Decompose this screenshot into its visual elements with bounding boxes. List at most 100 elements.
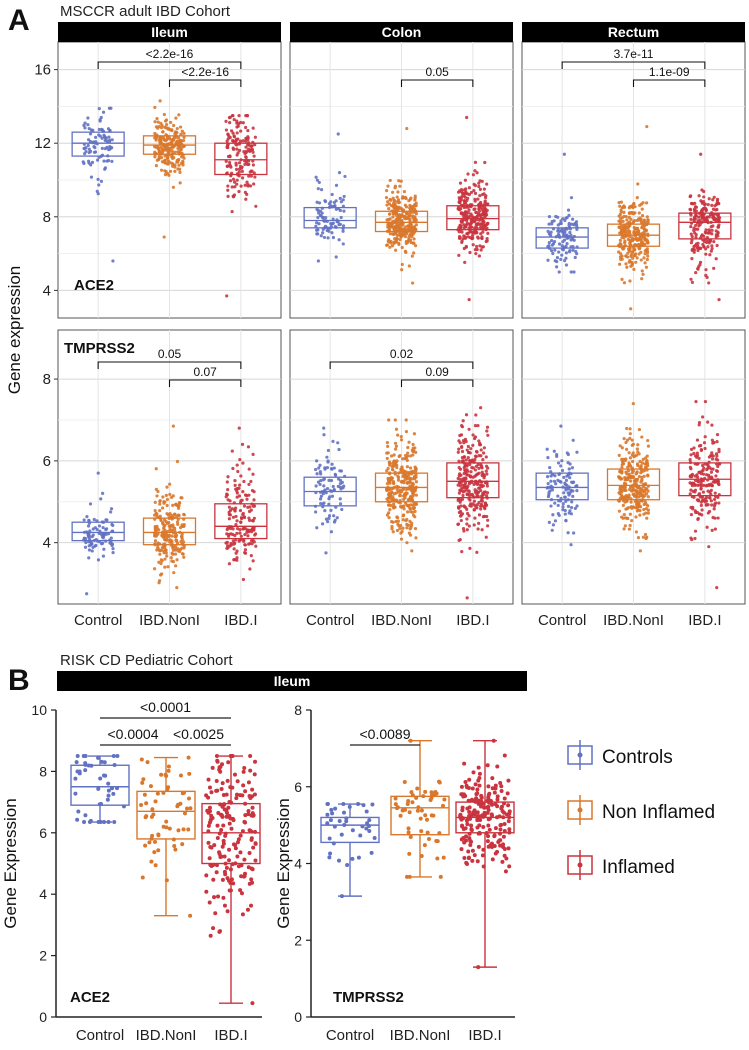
- data-point: [628, 512, 632, 516]
- data-point: [421, 794, 426, 799]
- data-point: [699, 448, 704, 452]
- data-point: [483, 195, 488, 200]
- data-point: [398, 488, 403, 492]
- data-point: [557, 270, 561, 274]
- data-point: [568, 509, 572, 513]
- data-point: [480, 528, 484, 532]
- data-point: [153, 509, 157, 513]
- data-point: [148, 784, 153, 789]
- data-point: [413, 227, 417, 231]
- data-point: [160, 506, 165, 510]
- data-point: [457, 459, 461, 463]
- data-point: [459, 837, 464, 842]
- data-point: [566, 452, 570, 457]
- data-point: [478, 244, 482, 248]
- data-point: [468, 214, 472, 219]
- data-point: [477, 521, 481, 525]
- data-point: [397, 205, 401, 209]
- data-point: [235, 119, 239, 123]
- data-point: [471, 810, 476, 815]
- data-point: [246, 812, 251, 817]
- data-point: [710, 232, 714, 236]
- data-point: [101, 526, 105, 530]
- data-point: [325, 465, 330, 470]
- data-point: [642, 219, 646, 223]
- data-point: [231, 131, 235, 135]
- data-point: [632, 479, 636, 483]
- data-point: [465, 507, 469, 511]
- data-point: [87, 518, 91, 522]
- data-point: [83, 545, 88, 549]
- data-point: [152, 850, 157, 855]
- data-point: [631, 402, 635, 406]
- data-point: [402, 497, 406, 502]
- data-point: [712, 266, 716, 270]
- data-point: [115, 786, 120, 791]
- x-tick-label: IBD.I: [456, 612, 489, 629]
- data-point: [485, 425, 490, 429]
- data-point: [459, 817, 464, 822]
- data-point: [249, 539, 254, 543]
- data-point: [623, 225, 627, 230]
- data-point: [622, 214, 626, 218]
- data-point: [476, 965, 481, 970]
- data-point: [169, 529, 173, 533]
- data-point: [699, 199, 703, 203]
- data-point: [400, 529, 404, 534]
- data-point: [630, 475, 635, 479]
- data-point: [630, 453, 634, 457]
- data-point: [253, 143, 257, 147]
- data-point: [405, 126, 409, 131]
- data-point: [498, 827, 503, 832]
- data-point: [416, 805, 421, 810]
- data-point: [399, 435, 403, 439]
- data-point: [479, 795, 484, 800]
- data-point: [173, 552, 178, 556]
- data-point: [459, 211, 463, 216]
- data-point: [632, 229, 636, 234]
- data-point: [225, 778, 230, 783]
- data-point: [469, 212, 473, 216]
- data-point: [402, 189, 407, 194]
- data-point: [243, 151, 247, 156]
- data-point: [630, 518, 634, 523]
- box-control: [535, 472, 589, 501]
- data-point: [549, 248, 554, 253]
- data-point: [415, 808, 420, 813]
- data-point: [414, 244, 418, 248]
- data-point: [319, 479, 323, 483]
- data-point: [396, 478, 401, 482]
- box-control: [71, 521, 125, 542]
- data-point: [90, 549, 94, 553]
- data-point: [466, 231, 470, 235]
- data-point: [408, 476, 412, 480]
- data-point: [561, 230, 565, 235]
- data-point: [155, 791, 160, 796]
- data-point: [635, 238, 639, 242]
- significance-bracket: [632, 79, 706, 87]
- data-point: [456, 522, 461, 526]
- data-point: [555, 260, 559, 264]
- data-point: [240, 176, 245, 180]
- data-point: [395, 528, 400, 533]
- data-point: [641, 457, 645, 461]
- data-point: [385, 469, 389, 473]
- data-point: [402, 507, 406, 511]
- data-point: [485, 236, 489, 241]
- data-point: [208, 818, 213, 823]
- data-point: [635, 471, 639, 475]
- data-point: [490, 786, 495, 791]
- data-point: [394, 226, 398, 230]
- data-point: [710, 457, 715, 461]
- data-point: [85, 592, 89, 596]
- data-point: [632, 220, 636, 224]
- data-point: [636, 486, 640, 490]
- data-point: [571, 494, 575, 498]
- data-point: [399, 523, 403, 528]
- data-point: [711, 207, 716, 211]
- data-point: [628, 279, 632, 283]
- significance-label: <0.0089: [360, 726, 411, 742]
- data-point: [235, 491, 239, 495]
- data-point: [179, 539, 183, 544]
- data-point: [247, 482, 251, 487]
